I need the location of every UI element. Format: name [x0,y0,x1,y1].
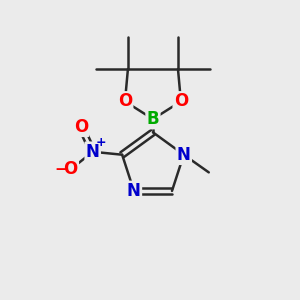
Text: O: O [64,160,78,178]
Text: O: O [174,92,188,110]
Text: +: + [96,136,106,149]
Text: N: N [177,146,191,164]
Text: N: N [127,182,141,200]
Text: N: N [86,143,100,161]
Text: O: O [118,92,132,110]
Text: −: − [54,162,67,177]
Text: B: B [147,110,159,128]
Text: O: O [74,118,88,136]
